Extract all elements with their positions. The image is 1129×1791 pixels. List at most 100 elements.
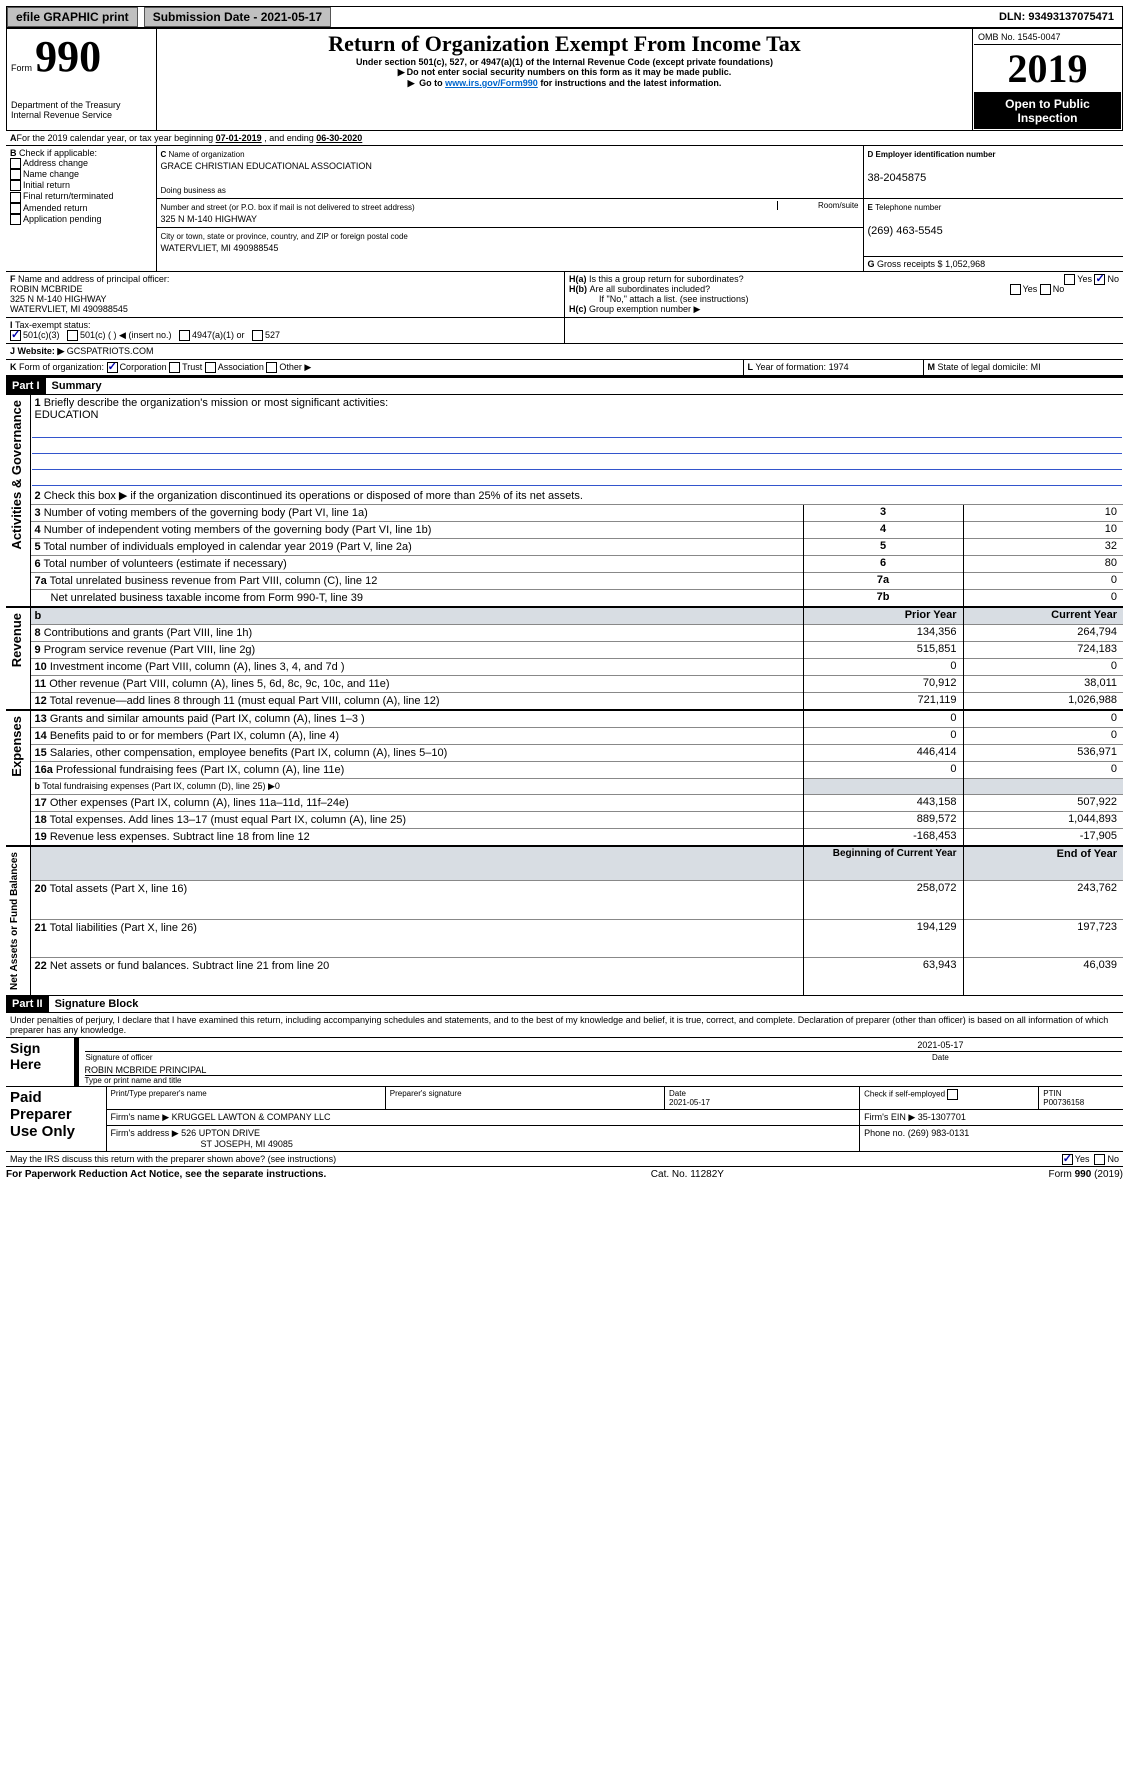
line22-prior: 63,943 <box>803 957 963 994</box>
ha-yes-checkbox[interactable] <box>1064 274 1075 285</box>
omb-number: OMB No. 1545-0047 <box>974 30 1121 45</box>
name-change-checkbox[interactable] <box>10 169 21 180</box>
preparer-block: Paid Preparer Use Only Print/Type prepar… <box>6 1086 1123 1151</box>
dept-treasury: Department of the Treasury <box>11 100 152 110</box>
line12-current: 1,026,988 <box>963 692 1123 710</box>
discuss-row: May the IRS discuss this return with the… <box>6 1151 1123 1167</box>
goto-post: for instructions and the latest informat… <box>540 78 721 88</box>
org-name: GRACE CHRISTIAN EDUCATIONAL ASSOCIATION <box>161 161 372 171</box>
year-formation-value: 1974 <box>829 362 849 372</box>
tax-period-line: AFor the 2019 calendar year, or tax year… <box>6 131 1123 146</box>
association-checkbox[interactable] <box>205 362 216 373</box>
website-label: Website: ▶ <box>18 346 65 356</box>
year-formation-label: Year of formation: <box>755 362 826 372</box>
room-label: Room/suite <box>777 201 858 210</box>
footer-right: Form 990 (2019) <box>1049 1169 1123 1180</box>
ssn-note: Do not enter social security numbers on … <box>161 67 968 78</box>
city-value: WATERVLIET, MI 490988545 <box>161 243 279 253</box>
section-expenses: Expenses <box>7 712 26 781</box>
line18-prior: 889,572 <box>803 811 963 828</box>
527-checkbox[interactable] <box>252 330 263 341</box>
form-number: 990 <box>35 32 101 81</box>
efile-print-button[interactable]: efile GRAPHIC print <box>7 7 138 27</box>
submission-date: Submission Date - 2021-05-17 <box>144 7 331 27</box>
officer-addr2: WATERVLIET, MI 490988545 <box>10 304 128 314</box>
city-label: City or town, state or province, country… <box>161 232 408 241</box>
tax-year: 2019 <box>974 45 1121 93</box>
initial-return-checkbox[interactable] <box>10 180 21 191</box>
section-governance: Activities & Governance <box>7 396 26 554</box>
line9-current: 724,183 <box>963 641 1123 658</box>
preparer-name-header: Print/Type preparer's name <box>106 1086 385 1109</box>
sign-date: 2021-05-17 <box>759 1039 1122 1052</box>
line7b-value: 0 <box>963 589 1123 607</box>
line15-prior: 446,414 <box>803 744 963 761</box>
ein-label: Employer identification number <box>876 150 996 159</box>
line19-current: -17,905 <box>963 828 1123 846</box>
discuss-yes-checkbox[interactable] <box>1062 1154 1073 1165</box>
line17-prior: 443,158 <box>803 794 963 811</box>
section-revenue: Revenue <box>7 609 26 671</box>
irs-label: Internal Revenue Service <box>11 110 152 120</box>
line4-value: 10 <box>963 521 1123 538</box>
section-net-assets: Net Assets or Fund Balances <box>7 848 22 994</box>
date-label: Date <box>759 1051 1122 1063</box>
subordinates-label: Are all subordinates included? <box>590 284 711 294</box>
summary-table: Activities & Governance 1 Briefly descri… <box>6 395 1123 995</box>
firm-name-label: Firm's name ▶ <box>111 1112 170 1122</box>
line12-prior: 721,119 <box>803 692 963 710</box>
other-checkbox[interactable] <box>266 362 277 373</box>
4947-checkbox[interactable] <box>179 330 190 341</box>
firm-addr1: 526 UPTON DRIVE <box>181 1128 260 1138</box>
firm-phone: (269) 983-0131 <box>908 1128 970 1138</box>
part2-header: Part II Signature Block <box>6 995 1123 1013</box>
501c3-checkbox[interactable] <box>10 330 21 341</box>
paid-preparer-label: Paid Preparer Use Only <box>6 1086 106 1151</box>
hb-yes-checkbox[interactable] <box>1010 284 1021 295</box>
firm-ein-label: Firm's EIN ▶ <box>864 1112 915 1122</box>
goto-pre: Go to <box>419 78 445 88</box>
line15-current: 536,971 <box>963 744 1123 761</box>
domicile-label: State of legal domicile: <box>938 362 1029 372</box>
self-employed-checkbox[interactable] <box>947 1089 958 1100</box>
line10-current: 0 <box>963 658 1123 675</box>
firm-addr2: ST JOSEPH, MI 49085 <box>111 1139 293 1149</box>
group-exemption-label: Group exemption number ▶ <box>589 304 700 314</box>
footer-mid: Cat. No. 11282Y <box>651 1169 724 1180</box>
instructions-link[interactable]: www.irs.gov/Form990 <box>445 78 538 88</box>
org-form-block: K Form of organization: Corporation Trus… <box>6 360 1123 377</box>
officer-printed-name: ROBIN MCBRIDE PRINCIPAL <box>85 1065 1123 1076</box>
ha-no-checkbox[interactable] <box>1094 274 1105 285</box>
application-pending-checkbox[interactable] <box>10 214 21 225</box>
address-change-checkbox[interactable] <box>10 158 21 169</box>
self-employed-header: Check if self-employed <box>860 1086 1039 1109</box>
line16b-prior <box>803 778 963 794</box>
ptin-header: PTINP00736158 <box>1039 1086 1123 1109</box>
line21-current: 197,723 <box>963 919 1123 957</box>
ein-value: 38-2045875 <box>868 172 927 184</box>
status-block: I Tax-exempt status: 501(c)(3) 501(c) ( … <box>6 317 1123 343</box>
firm-ein: 35-1307701 <box>918 1112 966 1122</box>
line19-prior: -168,453 <box>803 828 963 846</box>
line10-prior: 0 <box>803 658 963 675</box>
final-return-checkbox[interactable] <box>10 192 21 203</box>
line14-prior: 0 <box>803 727 963 744</box>
trust-checkbox[interactable] <box>169 362 180 373</box>
tax-status-label: Tax-exempt status: <box>15 320 91 330</box>
form-title: Return of Organization Exempt From Incom… <box>161 31 968 57</box>
line16a-current: 0 <box>963 761 1123 778</box>
sign-here-label: Sign Here <box>6 1037 76 1086</box>
amended-return-checkbox[interactable] <box>10 203 21 214</box>
hb-no-checkbox[interactable] <box>1040 284 1051 295</box>
dba-label: Doing business as <box>161 186 226 195</box>
prior-year-header: Prior Year <box>803 607 963 625</box>
line7a-value: 0 <box>963 572 1123 589</box>
hb-note: If "No," attach a list. (see instruction… <box>569 294 1119 304</box>
line16b-current <box>963 778 1123 794</box>
perjury-statement: Under penalties of perjury, I declare th… <box>6 1013 1123 1037</box>
discuss-no-checkbox[interactable] <box>1094 1154 1105 1165</box>
501c-checkbox[interactable] <box>67 330 78 341</box>
line21-prior: 194,129 <box>803 919 963 957</box>
line8-prior: 134,356 <box>803 624 963 641</box>
corporation-checkbox[interactable] <box>107 362 118 373</box>
